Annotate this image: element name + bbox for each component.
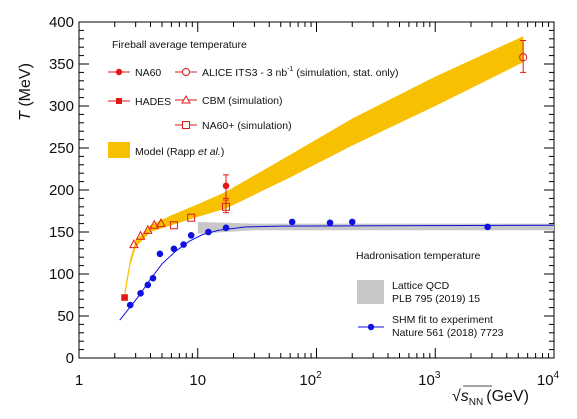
bands-layer	[124, 36, 555, 300]
model-band	[124, 36, 524, 300]
data-point-7-0	[126, 301, 134, 309]
x-tick-label-100: 102	[299, 370, 322, 389]
legend-hades: HADES	[108, 96, 171, 108]
data-point-4-0	[169, 221, 178, 230]
legend-lattice-swatch	[357, 280, 384, 304]
data-point-1-0	[121, 294, 128, 301]
data-point-3-4	[156, 218, 166, 228]
legend-fireball-title: Fireball average temperature	[112, 39, 247, 51]
legend-shm: SHM fit to experiment Nature 561 (2018) …	[358, 314, 504, 339]
legend-alice: ALICE ITS3 - 3 nb-1 (simulation, stat. o…	[175, 66, 399, 79]
data-point-7-7	[187, 232, 195, 239]
data-point-4-2	[222, 202, 231, 211]
data-point-7-4	[156, 250, 164, 258]
legend-na60plus-marker	[182, 121, 190, 129]
data-point-7-12	[348, 218, 356, 226]
data-point-7-2	[144, 281, 152, 289]
x-tick-label-10: 10	[189, 372, 206, 389]
legend-na60plus: NA60+ (simulation)	[175, 120, 292, 132]
data-point-7-5	[170, 245, 178, 253]
legend-hades-label: HADES	[135, 96, 171, 108]
legend-hades-marker	[116, 98, 122, 104]
legend-shm-marker	[367, 323, 375, 331]
legend-cbm-label: CBM (simulation)	[202, 95, 283, 107]
data-point-7-10	[288, 218, 296, 226]
legend-cbm-marker	[181, 94, 191, 104]
points-layer	[121, 39, 528, 309]
axes-layer: 1 10 102 103 104 0 50 100 150 200 250 300 350 400	[49, 14, 560, 389]
curves-layer	[119, 224, 555, 321]
legend-alice-marker	[182, 68, 190, 76]
y-tick-label-250: 250	[49, 140, 74, 157]
legend-lattice-label: Lattice QCD	[392, 280, 450, 292]
shm-fit-curve	[119, 224, 555, 321]
lattice-qcd-band	[197, 221, 555, 234]
legend-shm-ref: Nature 561 (2018) 7723	[392, 327, 504, 339]
x-axis-label: √sNN (GeV)	[452, 388, 529, 408]
legend-lattice-ref: PLB 795 (2019) 15	[392, 293, 480, 305]
data-point-7-9	[222, 224, 230, 232]
data-point-7-13	[484, 223, 491, 231]
legend-cbm: CBM (simulation)	[175, 94, 283, 107]
y-tick-label-100: 100	[49, 266, 74, 283]
data-point-3-1	[135, 230, 146, 240]
y-tick-label-0: 0	[66, 350, 74, 367]
y-tick-label-300: 300	[49, 98, 74, 115]
x-tick-label-10000: 104	[537, 370, 560, 389]
legend-hadronisation-title: Hadronisation temperature	[356, 250, 480, 262]
data-point-3-0	[129, 239, 139, 249]
data-point-7-1	[137, 290, 144, 297]
data-point-7-11	[326, 219, 334, 227]
y-axis-label: T (MeV)	[17, 63, 34, 121]
x-tick-label-1000: 103	[418, 370, 441, 389]
data-point-2-0	[519, 53, 528, 62]
data-point-7-6	[180, 241, 187, 248]
data-point-7-8	[205, 228, 212, 236]
data-point-3-3	[149, 219, 160, 229]
data-point-3-2	[143, 224, 153, 234]
legend-na60-marker	[115, 68, 123, 76]
y-tick-label-350: 350	[49, 56, 74, 73]
x-tick-label-1: 1	[75, 372, 83, 389]
legend-na60: NA60	[108, 67, 161, 79]
y-tick-label-50: 50	[57, 308, 74, 325]
data-point-4-1	[187, 213, 196, 222]
legend-lattice: Lattice QCD PLB 795 (2019) 15	[357, 280, 480, 305]
legend-na60-label: NA60	[135, 67, 161, 79]
data-point-7-3	[149, 274, 157, 282]
legend-model: Model (Rapp et al.)	[108, 142, 224, 158]
y-tick-label-150: 150	[49, 224, 74, 241]
legend-na60plus-label: NA60+ (simulation)	[202, 120, 292, 132]
legend-fireball: Fireball average temperature NA60 ALICE …	[108, 39, 399, 158]
legend-model-label: Model (Rapp et al.)	[135, 146, 224, 158]
legend-hadronisation: Hadronisation temperature Lattice QCD PL…	[356, 250, 504, 339]
data-point-0-0	[222, 182, 230, 190]
legend-model-swatch	[108, 142, 130, 158]
legend-shm-label: SHM fit to experiment	[392, 314, 493, 326]
legend-alice-label: ALICE ITS3 - 3 nb-1 (simulation, stat. o…	[202, 66, 399, 79]
y-tick-label-200: 200	[49, 182, 74, 199]
y-tick-label-400: 400	[49, 14, 74, 31]
